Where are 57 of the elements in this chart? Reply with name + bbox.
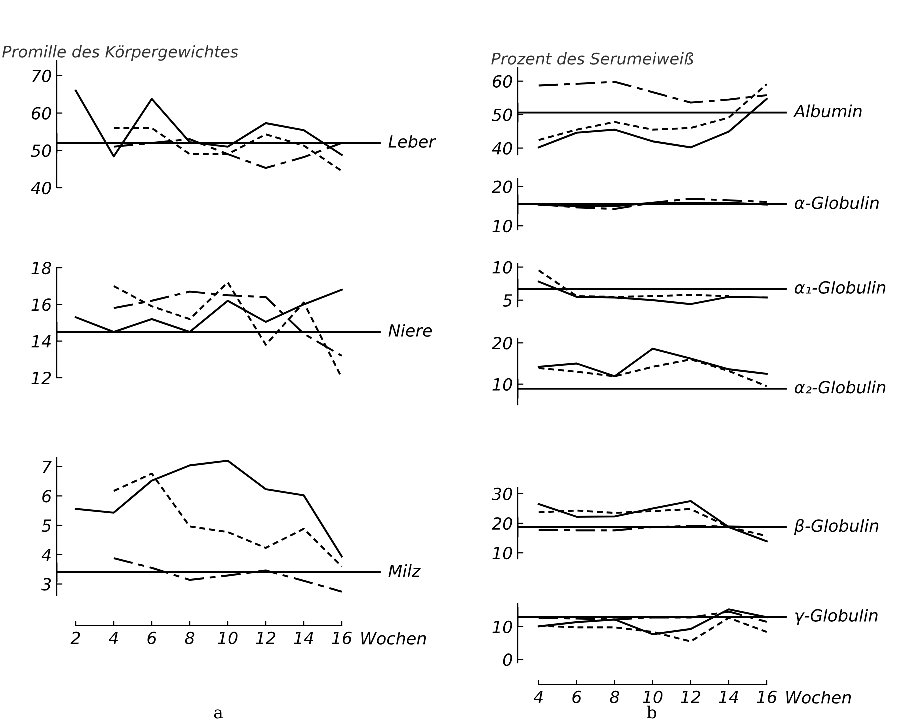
x-tick-label: 4 bbox=[534, 691, 544, 704]
text: b bbox=[647, 706, 656, 719]
chart-title: Promille des Körpergewichtes bbox=[2, 46, 238, 61]
x-axis-title: Wochen bbox=[786, 691, 852, 704]
x-tick-label: 12 bbox=[681, 690, 701, 704]
x-tick-label: 4 bbox=[109, 632, 118, 644]
chart-title: Prozent des Serumeiweiß bbox=[492, 52, 694, 65]
y-tick-label: 40 bbox=[31, 182, 52, 195]
y-tick-label: 5 bbox=[42, 520, 52, 532]
ref-line-label: Leber bbox=[388, 135, 436, 148]
y-tick-label: 14 bbox=[32, 336, 51, 348]
y-tick-label: 40 bbox=[492, 142, 512, 155]
ref-line-label: α-Globulin bbox=[795, 196, 879, 210]
text: a bbox=[214, 710, 223, 719]
y-tick-label: 20 bbox=[492, 337, 512, 350]
x-tick-label: 14 bbox=[719, 691, 738, 704]
x-tick-label: 8 bbox=[610, 690, 620, 704]
x-tick-label: 2 bbox=[70, 632, 80, 644]
y-tick-label: 20 bbox=[492, 517, 512, 530]
y-tick-label: 4 bbox=[42, 549, 51, 562]
ref-line-label: Albumin bbox=[793, 104, 862, 118]
ref-line-label: α₁-Globulin bbox=[795, 281, 886, 294]
y-tick-label: 60 bbox=[32, 107, 52, 120]
x-tick-label: 6 bbox=[148, 632, 157, 644]
x-axis-title: Wochen bbox=[362, 632, 426, 645]
y-tick-label: 16 bbox=[32, 298, 52, 312]
y-tick-label: 60 bbox=[492, 75, 512, 88]
x-tick-label: 10 bbox=[643, 690, 663, 704]
y-tick-label: 18 bbox=[32, 262, 52, 275]
y-tick-label: 3 bbox=[42, 578, 52, 591]
y-tick-label: 10 bbox=[492, 547, 512, 560]
y-tick-label: 10 bbox=[492, 378, 512, 391]
ref-line-label: α₂-Globulin bbox=[795, 380, 886, 394]
y-tick-label: 0 bbox=[503, 654, 512, 666]
y-tick-label: 50 bbox=[31, 144, 52, 158]
ref-line-label: Milz bbox=[388, 564, 422, 578]
y-tick-label: 30 bbox=[492, 488, 512, 500]
x-tick-label: 16 bbox=[332, 632, 352, 644]
x-tick-label: 6 bbox=[572, 690, 582, 704]
x-tick-label: 10 bbox=[218, 632, 238, 644]
y-tick-label: 10 bbox=[492, 261, 512, 274]
ref-line-label: γ-Globulin bbox=[796, 609, 878, 626]
ref-line-label: β-Globulin bbox=[794, 519, 879, 536]
x-tick-label: 16 bbox=[757, 690, 777, 704]
x-tick-label: 8 bbox=[185, 632, 195, 644]
x-tick-label: 12 bbox=[256, 632, 276, 644]
y-tick-label: 12 bbox=[32, 372, 52, 384]
y-tick-label: 50 bbox=[492, 108, 512, 122]
y-tick-label: 20 bbox=[492, 180, 512, 194]
ref-line-label: Niere bbox=[388, 324, 432, 338]
y-tick-label: 6 bbox=[42, 490, 52, 503]
y-tick-label: 10 bbox=[492, 220, 512, 233]
y-tick-label: 7 bbox=[43, 460, 52, 474]
x-tick-label: 14 bbox=[294, 632, 314, 644]
y-tick-label: 70 bbox=[32, 70, 52, 83]
y-tick-label: 10 bbox=[492, 620, 512, 634]
y-tick-label: 5 bbox=[502, 294, 512, 307]
